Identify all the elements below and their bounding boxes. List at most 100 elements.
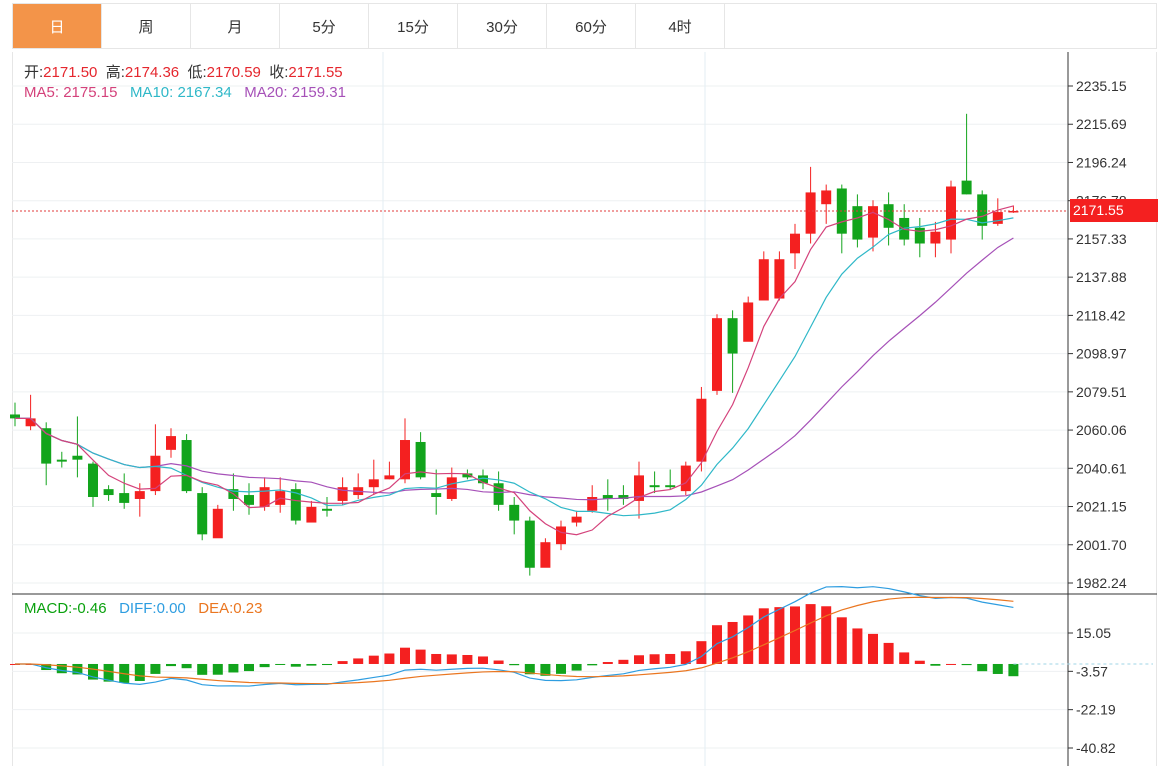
price-tick-label: 2196.24 — [1076, 154, 1127, 170]
open-value: 2171.50 — [43, 64, 98, 81]
macd-bar — [493, 660, 504, 664]
candle-body — [212, 508, 223, 539]
candle-body — [493, 483, 504, 505]
macd-bar — [166, 663, 176, 667]
candle-body — [259, 487, 270, 507]
candle-body — [10, 414, 20, 419]
macd-bar — [571, 663, 582, 671]
tab-5min[interactable]: 5分 — [280, 4, 369, 48]
candle-body — [914, 227, 925, 244]
macd-bar — [680, 651, 691, 664]
candle-body — [696, 398, 707, 462]
macd-bar — [618, 659, 629, 664]
dea-line — [15, 596, 1014, 685]
macd-bar — [478, 656, 488, 664]
candle-body — [337, 487, 348, 501]
macd-tick-label: -40.82 — [1076, 740, 1116, 756]
candle-body — [306, 506, 317, 523]
price-tick-label: 2060.06 — [1076, 422, 1127, 438]
candle-body — [56, 459, 67, 462]
tab-60min[interactable]: 60分 — [547, 4, 636, 48]
diff-label: DIFF: — [119, 600, 157, 617]
low-label: 低: — [187, 64, 207, 81]
candle-body — [322, 508, 332, 511]
candle-body — [290, 489, 301, 521]
candle-body — [868, 206, 878, 238]
price-tick-label: 2079.51 — [1076, 384, 1127, 400]
macd-bar — [322, 663, 332, 666]
macd-bar — [914, 660, 925, 664]
dea-label: DEA: — [198, 600, 234, 617]
candle-body — [790, 233, 800, 254]
candle-body — [400, 440, 410, 480]
diff-line — [15, 586, 1014, 687]
macd-bar — [353, 658, 364, 664]
ma5-line — [15, 205, 1014, 536]
price-tick-label: 2098.97 — [1076, 346, 1127, 362]
macd-bar — [556, 663, 566, 674]
macd-bar — [431, 653, 442, 664]
candle-body — [540, 542, 551, 568]
candle-body — [462, 473, 473, 478]
candle-body — [992, 212, 1003, 224]
macd-tick-label: -22.19 — [1076, 702, 1116, 718]
candle-body — [41, 428, 52, 464]
tab-15min[interactable]: 15分 — [369, 4, 458, 48]
tab-month[interactable]: 月 — [191, 4, 280, 48]
candle-body — [961, 180, 972, 195]
candle-body — [587, 497, 598, 511]
candle-body — [883, 204, 894, 228]
price-tick-label: 2040.61 — [1076, 460, 1127, 476]
candle-body — [478, 475, 488, 484]
high-value: 2174.36 — [124, 64, 180, 81]
candle-body — [805, 192, 816, 234]
tab-4hour[interactable]: 4时 — [636, 4, 725, 48]
macd-bar — [899, 652, 910, 664]
candle-body — [712, 318, 722, 391]
candle-body — [821, 190, 832, 205]
macd-bar — [743, 615, 754, 664]
macd-bar — [56, 663, 67, 674]
macd-tick-label: 15.05 — [1076, 625, 1111, 641]
macd-bar — [1008, 663, 1019, 677]
macd-bar — [212, 663, 223, 675]
candle-body — [134, 491, 145, 499]
chart-frame — [12, 52, 1157, 766]
tab-day[interactable]: 日 — [13, 4, 102, 48]
macd-bar — [821, 606, 832, 664]
diff-value: 0.00 — [156, 600, 186, 617]
candle-body — [571, 516, 582, 523]
price-tick-label: 2215.69 — [1076, 116, 1127, 132]
macd-bar — [509, 663, 520, 666]
macd-bar — [259, 663, 270, 668]
candle-body — [946, 186, 956, 240]
ma-readout: MA5: 2175.15 MA10: 2167.34 MA20: 2159.31 — [24, 84, 346, 101]
tab-week[interactable]: 周 — [102, 4, 191, 48]
macd-bar — [415, 649, 426, 664]
price-tick-label: 2157.33 — [1076, 231, 1127, 247]
candle-body — [415, 441, 426, 478]
macd-bar — [197, 663, 208, 675]
candle-body — [150, 455, 161, 492]
candle-body — [758, 259, 769, 301]
ma10-label: MA10: — [129, 84, 174, 101]
candle-body — [166, 436, 176, 450]
macd-bar — [930, 663, 941, 666]
high-label: 高: — [105, 64, 125, 81]
macd-bar — [524, 663, 535, 675]
macd-bar — [758, 608, 769, 664]
ma10-line — [15, 217, 1014, 517]
ma5-label: MA5: — [24, 84, 60, 101]
macd-bar — [462, 654, 473, 664]
macd-bar — [134, 663, 145, 681]
price-tick-label: 2137.88 — [1076, 269, 1127, 285]
macd-bar — [244, 663, 254, 672]
candle-body — [930, 231, 941, 244]
low-value: 2170.59 — [206, 64, 261, 81]
macd-bar — [961, 663, 972, 666]
price-tick-label: 2021.15 — [1076, 499, 1127, 515]
candle-body — [649, 485, 660, 488]
tab-30min[interactable]: 30分 — [458, 4, 547, 48]
candle-body — [680, 465, 691, 492]
